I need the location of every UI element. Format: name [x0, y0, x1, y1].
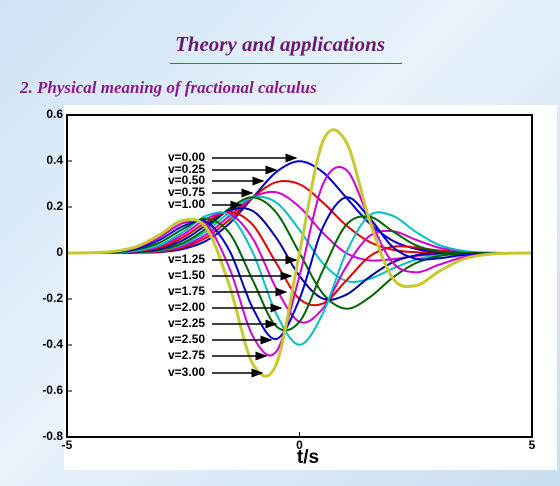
- series-line: [66, 211, 533, 346]
- x-tick-label: 5: [529, 438, 536, 452]
- slide-subtitle: 2. Physical meaning of fractional calcul…: [20, 78, 317, 97]
- y-tick-label: -0.8: [42, 429, 63, 443]
- series-label: v=1.00: [168, 197, 205, 211]
- y-tick-label: -0.2: [42, 291, 63, 305]
- x-tick-label: -5: [62, 438, 73, 452]
- series-label: v=3.00: [168, 365, 205, 379]
- series-label: v=2.50: [168, 332, 205, 346]
- series-label: v=2.00: [168, 300, 205, 314]
- plot-frame: [66, 114, 533, 438]
- y-tick-label: 0: [56, 245, 63, 259]
- chart-background: [64, 105, 557, 470]
- series-label: v=0.50: [168, 173, 205, 187]
- y-tick-label: -0.6: [42, 383, 63, 397]
- slide-title: Theory and applications: [174, 32, 385, 56]
- series-line: [66, 215, 532, 332]
- series-label: v=0.25: [168, 162, 205, 176]
- series-line: [66, 196, 533, 341]
- series-label: v=2.25: [168, 316, 205, 330]
- series-label: v=0.75: [168, 185, 205, 199]
- x-axis-label: t/s: [297, 447, 319, 468]
- series-label: v=2.75: [168, 348, 205, 362]
- y-tick-label: -0.4: [42, 337, 63, 351]
- x-tick-label: 0: [296, 438, 303, 452]
- y-tick-label: 0.4: [46, 153, 63, 167]
- y-tick-label: 0.6: [46, 107, 63, 121]
- series-label: v=1.75: [168, 284, 205, 298]
- series-label: v=0.00: [168, 150, 205, 164]
- series-line: [66, 128, 533, 378]
- y-tick-label: 0.2: [46, 199, 63, 213]
- series-label: v=1.50: [168, 268, 205, 282]
- title-rule: [170, 63, 402, 64]
- series-label: v=1.25: [168, 252, 205, 266]
